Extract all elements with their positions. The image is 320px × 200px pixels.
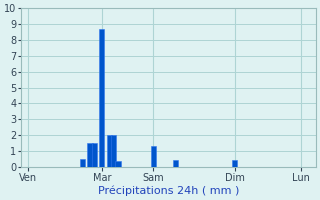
Bar	[232, 160, 237, 167]
Bar	[111, 135, 116, 167]
Bar	[116, 161, 121, 167]
Bar	[87, 143, 92, 167]
Bar	[151, 146, 156, 167]
Bar	[92, 143, 97, 167]
Bar	[80, 159, 85, 167]
X-axis label: Précipitations 24h ( mm ): Précipitations 24h ( mm )	[98, 185, 239, 196]
Bar	[99, 29, 104, 167]
Bar	[107, 135, 112, 167]
Bar	[173, 160, 178, 167]
